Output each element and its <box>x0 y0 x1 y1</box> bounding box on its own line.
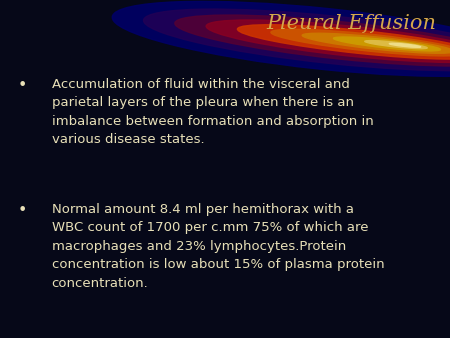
Ellipse shape <box>112 1 450 76</box>
Ellipse shape <box>144 9 450 71</box>
Ellipse shape <box>389 43 421 47</box>
Ellipse shape <box>175 15 450 66</box>
Ellipse shape <box>302 33 450 53</box>
Text: Pleural Effusion: Pleural Effusion <box>266 14 436 32</box>
Text: Accumulation of fluid within the visceral and
parietal layers of the pleura when: Accumulation of fluid within the viscera… <box>52 78 374 146</box>
Ellipse shape <box>365 41 427 49</box>
Text: Normal amount 8.4 ml per hemithorax with a
WBC count of 1700 per c.mm 75% of whi: Normal amount 8.4 ml per hemithorax with… <box>52 203 384 290</box>
Ellipse shape <box>271 29 450 56</box>
Ellipse shape <box>238 25 450 59</box>
Text: •: • <box>18 78 27 93</box>
Ellipse shape <box>206 20 450 63</box>
Ellipse shape <box>333 37 441 51</box>
Text: •: • <box>18 203 27 218</box>
